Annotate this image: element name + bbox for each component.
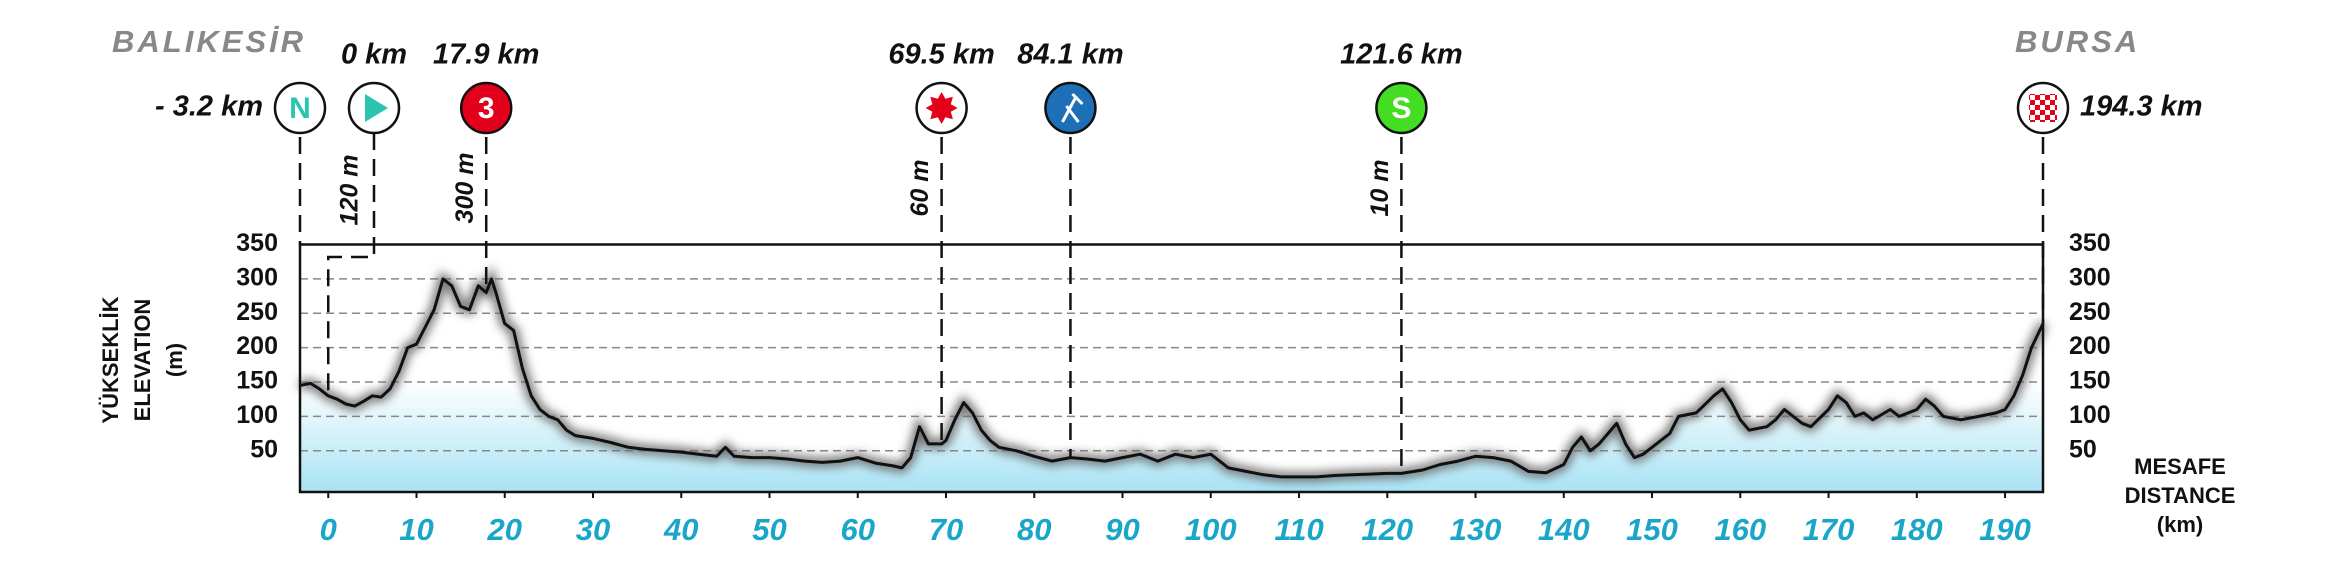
y-tick-label-right: 150: [2069, 367, 2111, 395]
y-tick-label: 150: [236, 367, 278, 395]
marker-icon-text: S: [1391, 92, 1411, 125]
y-tick-label-right: 350: [2069, 229, 2111, 257]
y-axis-label: (m): [162, 343, 187, 377]
climb-note: 10 m: [1366, 160, 1394, 217]
x-tick-label: 120: [1361, 512, 1413, 547]
y-tick-label-right: 250: [2069, 298, 2111, 326]
x-tick-label: 30: [576, 512, 610, 547]
marker: S 121.6 km 10 m: [1340, 39, 1463, 474]
marker-icon-text: N: [289, 92, 311, 125]
x-tick-label: 110: [1274, 512, 1323, 547]
start-icon: [365, 94, 388, 122]
marker-label: - 3.2 km: [155, 91, 263, 123]
x-axis-label: DISTANCE: [2125, 483, 2236, 508]
marker-label: 17.9 km: [433, 39, 539, 71]
finish-city: BURSA: [2015, 24, 2140, 59]
marker: 69.5 km 60 m: [888, 39, 995, 444]
x-tick-label: 130: [1450, 512, 1502, 547]
x-tick-label: 60: [841, 512, 875, 547]
y-tick-label: 100: [236, 401, 278, 429]
bonus-icon: [925, 92, 958, 124]
marker: 0 km 120 m: [326, 39, 407, 396]
feed-icon: [1061, 92, 1084, 123]
x-tick-label: 90: [1105, 512, 1139, 547]
x-tick-label: 40: [663, 512, 698, 547]
x-tick-label: 50: [752, 512, 786, 547]
x-tick-label: 140: [1538, 512, 1590, 547]
marker-label: 121.6 km: [1340, 39, 1463, 71]
x-tick-label: 150: [1626, 512, 1678, 547]
y-tick-label: 350: [236, 229, 278, 257]
elevation-line: [299, 277, 2045, 479]
marker-label: 84.1 km: [1017, 39, 1123, 71]
x-tick-label: 20: [487, 512, 522, 547]
x-tick-label: 80: [1017, 512, 1051, 547]
marker-icon: [459, 81, 513, 135]
y-axis-label: YÜKSEKLİK: [98, 296, 123, 423]
x-tick-label: 10: [399, 512, 433, 547]
x-tick-label: 180: [1891, 512, 1943, 547]
marker: 3 17.9 km 300 m: [433, 39, 539, 293]
finish-icon: [2029, 94, 2057, 122]
y-tick-label: 200: [236, 332, 278, 360]
x-tick-label: 170: [1803, 512, 1855, 547]
marker-label: 69.5 km: [888, 39, 994, 71]
y-tick-label-right: 300: [2069, 263, 2111, 291]
y-tick-label-right: 100: [2069, 401, 2111, 429]
marker-leader: [326, 133, 376, 396]
y-tick-label: 50: [250, 435, 278, 463]
x-axis-label: (km): [2157, 512, 2203, 537]
marker-label: 194.3 km: [2080, 91, 2203, 123]
y-tick-label: 300: [236, 263, 278, 291]
climb-note: 120 m: [336, 155, 364, 226]
marker-icon: [1375, 81, 1428, 135]
x-tick-label: 160: [1714, 512, 1766, 547]
climb-note: 60 m: [906, 160, 934, 217]
start-city: BALIKESİR: [112, 24, 306, 59]
plot-frame: [298, 243, 2045, 494]
x-tick-label: 70: [929, 512, 963, 547]
marker-icon-text: 3: [478, 92, 495, 125]
climb-note: 300 m: [451, 153, 479, 224]
y-axis-label: ELEVATION: [130, 299, 155, 422]
y-tick-label-right: 50: [2069, 435, 2097, 463]
x-tick-label: 0: [320, 512, 337, 547]
marker-icon: [273, 81, 327, 135]
marker: 84.1 km: [1017, 39, 1124, 458]
x-tick-label: 100: [1185, 512, 1237, 547]
marker: N - 3.2 km: [155, 81, 327, 245]
marker: 194.3 km: [2016, 81, 2203, 324]
y-tick-label-right: 200: [2069, 332, 2111, 360]
y-tick-label: 250: [236, 298, 278, 326]
x-axis-label: MESAFE: [2134, 454, 2226, 479]
x-tick-label: 190: [1979, 512, 2031, 547]
marker-label: 0 km: [341, 39, 407, 71]
